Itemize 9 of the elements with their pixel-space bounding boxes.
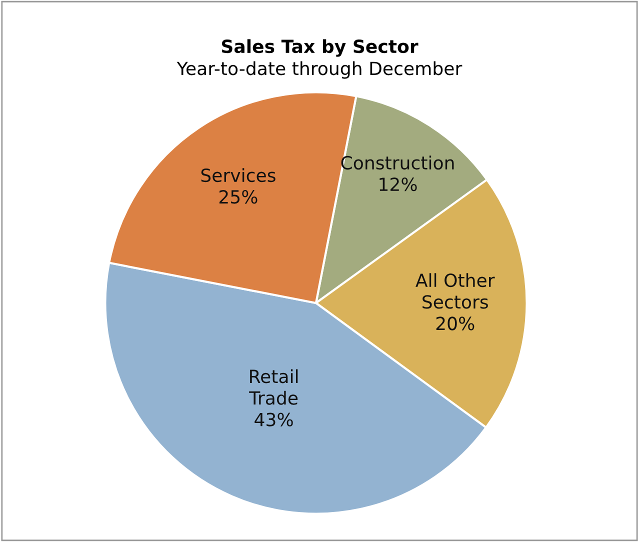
slice-label: All Other Sectors [416, 273, 495, 309]
chart-title: Sales Tax by Sector [222, 39, 418, 57]
slice-label: Retail Trade [249, 369, 298, 405]
slice-label: Services [201, 168, 276, 182]
data-label: 12% [380, 178, 417, 192]
data-label: 25% [219, 190, 258, 204]
chart-subtitle: Year-to-date through December [176, 61, 462, 79]
data-label: 43% [254, 412, 293, 426]
data-label: 20% [436, 316, 474, 330]
